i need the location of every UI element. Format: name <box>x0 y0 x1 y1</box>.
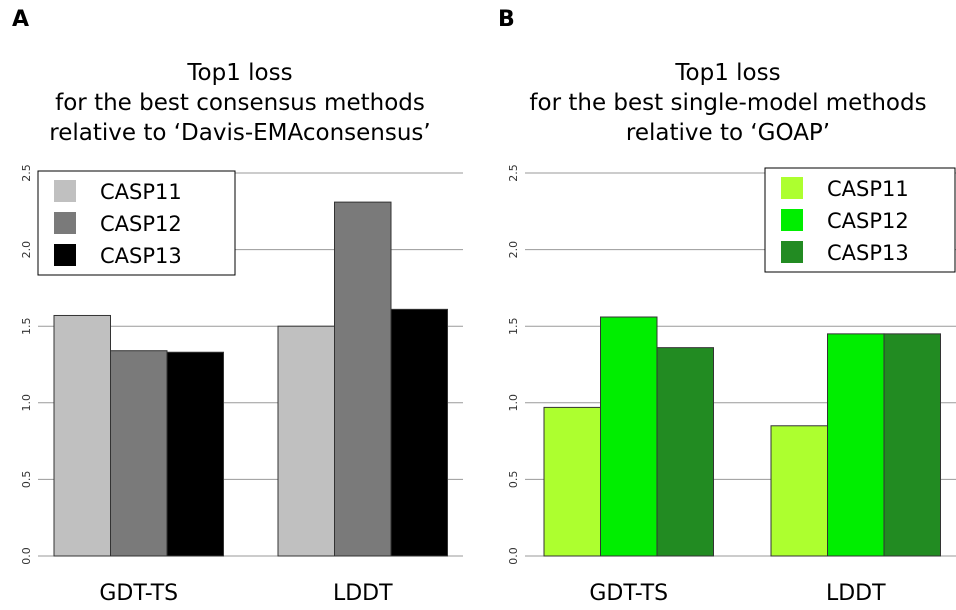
chart-title-line: relative to ‘GOAP’ <box>626 120 830 146</box>
legend-swatch <box>781 209 803 231</box>
bar-lddt-casp13 <box>390 308 448 557</box>
panel-label: A <box>12 7 29 32</box>
x-category-label: LDDT <box>333 581 393 606</box>
legend-label: CASP12 <box>827 209 909 233</box>
legend-swatch <box>54 180 76 202</box>
y-tick-label: 0.0 <box>507 547 520 565</box>
legend-label: CASP13 <box>827 241 909 265</box>
chart-title-line: Top1 loss <box>186 60 292 86</box>
chart-title-line: Top1 loss <box>674 60 780 86</box>
legend-label: CASP11 <box>100 180 182 204</box>
bar-lddt-casp13 <box>883 333 941 557</box>
panel-label: B <box>498 7 515 32</box>
x-category-label: GDT-TS <box>99 581 178 606</box>
chart-panel-b: B Top1 loss for the best single-model meth… <box>498 7 956 606</box>
chart-title-line: relative to ‘Davis-EMAconsensus’ <box>49 120 430 146</box>
bar-lddt-casp11 <box>770 425 828 557</box>
bar-gdt-ts-casp13 <box>166 351 224 557</box>
y-tick-label: 2.0 <box>507 241 520 259</box>
y-tick-label: 2.5 <box>507 164 520 182</box>
y-tick-label: 0.5 <box>20 471 33 489</box>
legend-label: CASP11 <box>827 177 909 201</box>
y-tick-label: 1.5 <box>507 317 520 335</box>
y-tick-label: 1.0 <box>507 394 520 412</box>
bar-gdt-ts-casp13 <box>656 347 714 557</box>
chart-panel-a: A Top1 loss for the best consensus methods… <box>12 7 463 606</box>
bar-gdt-ts-casp12 <box>600 316 658 557</box>
bar-gdt-ts-casp11 <box>543 406 601 557</box>
chart-title-line: for the best consensus methods <box>55 90 425 116</box>
bar-gdt-ts-casp12 <box>110 350 168 557</box>
y-tick-label: 2.5 <box>20 164 33 182</box>
x-category-label: GDT-TS <box>589 581 668 606</box>
x-category-label: LDDT <box>826 581 886 606</box>
y-tick-label: 1.5 <box>20 317 33 335</box>
legend-swatch <box>781 177 803 199</box>
y-tick-label: 2.0 <box>20 241 33 259</box>
y-tick-label: 1.0 <box>20 394 33 412</box>
bar-lddt-casp12 <box>334 201 392 557</box>
legend-label: CASP12 <box>100 212 182 236</box>
chart-title-line: for the best single-model methods <box>529 90 926 116</box>
legend-swatch <box>54 212 76 234</box>
legend-label: CASP13 <box>100 244 182 268</box>
bar-lddt-casp12 <box>827 333 885 557</box>
y-tick-label: 0.5 <box>507 471 520 489</box>
y-tick-label: 0.0 <box>20 547 33 565</box>
bar-lddt-casp11 <box>277 325 335 557</box>
bar-gdt-ts-casp11 <box>53 314 111 557</box>
legend-swatch <box>781 241 803 263</box>
legend-swatch <box>54 244 76 266</box>
